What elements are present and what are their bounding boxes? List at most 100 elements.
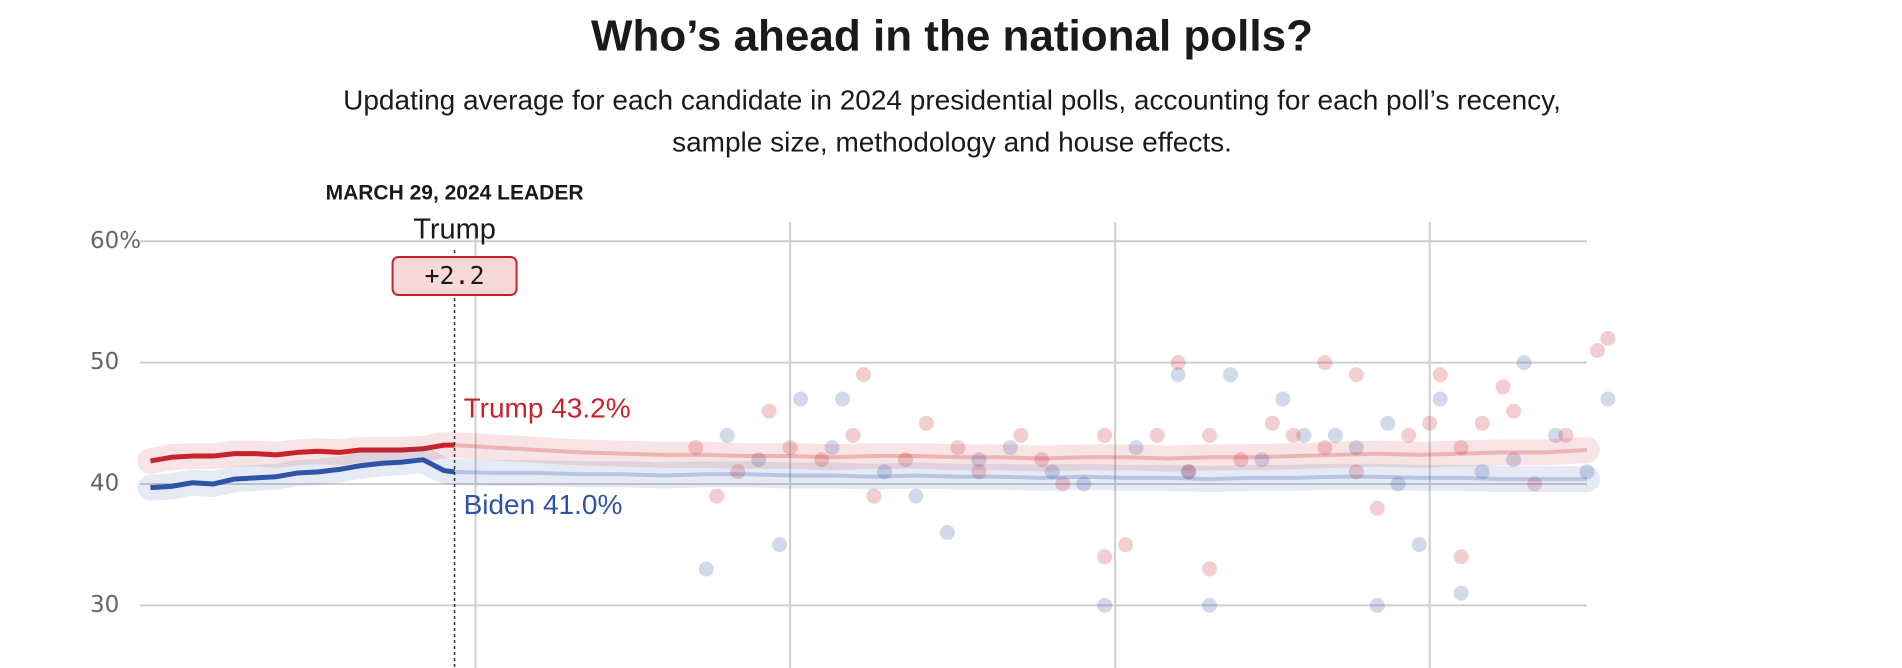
poll-dot bbox=[939, 525, 955, 541]
poll-dot bbox=[1474, 415, 1490, 431]
poll-dot bbox=[1317, 355, 1333, 371]
poll-dot bbox=[897, 452, 913, 468]
poll-dot bbox=[1002, 440, 1018, 456]
poll-dot bbox=[1275, 391, 1291, 407]
poll-dot bbox=[1202, 597, 1218, 613]
poll-dot bbox=[730, 464, 746, 480]
poll-dot bbox=[908, 488, 924, 504]
average-line bbox=[150, 442, 455, 464]
poll-dot bbox=[1149, 427, 1165, 443]
average-line-faded bbox=[454, 469, 1587, 482]
poll-dot bbox=[1097, 549, 1113, 565]
poll-dot bbox=[1411, 537, 1427, 553]
leader-margin-box bbox=[391, 256, 518, 296]
poll-dot bbox=[866, 488, 882, 504]
poll-dot bbox=[719, 427, 735, 443]
poll-dot bbox=[1128, 440, 1144, 456]
poll-dot bbox=[1369, 597, 1385, 613]
poll-dot bbox=[824, 440, 840, 456]
poll-dot bbox=[1506, 452, 1522, 468]
poll-dot bbox=[1170, 367, 1186, 383]
y-tick-label: 60% bbox=[90, 228, 141, 254]
poll-dot bbox=[1369, 500, 1385, 516]
poll-dot bbox=[688, 440, 704, 456]
poll-dot bbox=[1401, 427, 1417, 443]
poll-dot bbox=[1432, 367, 1448, 383]
poll-dot bbox=[1254, 452, 1270, 468]
poll-dot bbox=[1579, 464, 1595, 480]
poll-dot bbox=[1034, 452, 1050, 468]
poll-dot bbox=[772, 537, 788, 553]
poll-dot bbox=[1055, 476, 1071, 492]
poll-dot bbox=[918, 415, 934, 431]
poll-dot bbox=[971, 464, 987, 480]
poll-dot bbox=[1453, 440, 1469, 456]
poll-dot bbox=[1453, 549, 1469, 565]
poll-dot bbox=[1170, 355, 1186, 371]
poll-dot bbox=[1390, 476, 1406, 492]
poll-dot bbox=[1527, 476, 1543, 492]
chart-subtitle: Updating average for each candidate in 2… bbox=[343, 84, 1561, 115]
poll-dot bbox=[1548, 427, 1564, 443]
poll-dot bbox=[1422, 415, 1438, 431]
end-label: Biden 41.0% bbox=[464, 489, 623, 520]
poll-dot bbox=[1013, 427, 1029, 443]
poll-dot bbox=[1506, 403, 1522, 419]
poll-dot bbox=[876, 464, 892, 480]
poll-dot bbox=[1348, 367, 1364, 383]
poll-dot bbox=[1202, 427, 1218, 443]
poll-dot bbox=[1495, 379, 1511, 395]
poll-dot bbox=[1233, 452, 1249, 468]
poll-dot bbox=[971, 452, 987, 468]
poll-dot bbox=[814, 452, 830, 468]
chart-title: Who’s ahead in the national polls? bbox=[591, 12, 1313, 61]
chart-subtitle: sample size, methodology and house effec… bbox=[672, 126, 1232, 157]
poll-dot bbox=[698, 561, 714, 577]
poll-dot bbox=[1202, 561, 1218, 577]
y-tick-label: 40 bbox=[90, 470, 119, 496]
poll-dot bbox=[1348, 440, 1364, 456]
poll-dot bbox=[1380, 415, 1396, 431]
poll-dot bbox=[793, 391, 809, 407]
end-label: Trump 43.2% bbox=[464, 393, 631, 424]
poll-dot bbox=[1044, 464, 1060, 480]
poll-dot bbox=[845, 427, 861, 443]
poll-dot bbox=[761, 403, 777, 419]
average-line bbox=[150, 457, 455, 491]
average-line-faded bbox=[454, 443, 1588, 461]
poll-dot bbox=[1327, 427, 1343, 443]
poll-dot bbox=[856, 367, 871, 383]
poll-dot bbox=[1181, 464, 1197, 480]
poll-dot bbox=[1516, 355, 1532, 371]
plot-area: 60% 50 40 30 Trump 43.2% Biden 41.0% MARCH 29,… bbox=[90, 182, 1616, 668]
poll-dot bbox=[1285, 427, 1301, 443]
poll-dot bbox=[1097, 427, 1113, 443]
poll-dot bbox=[1474, 464, 1490, 480]
poll-dot bbox=[1348, 464, 1364, 480]
leader-margin: +2.2 bbox=[424, 261, 484, 290]
poll-dot bbox=[1222, 367, 1238, 383]
leader-name: Trump bbox=[413, 214, 496, 246]
poll-dot bbox=[1264, 415, 1280, 431]
poll-dot bbox=[751, 452, 767, 468]
poll-dot bbox=[1097, 597, 1113, 613]
poll-dot bbox=[950, 440, 966, 456]
poll-dot bbox=[1600, 391, 1616, 407]
poll-dot bbox=[782, 440, 798, 456]
poll-dot bbox=[1600, 330, 1616, 346]
poll-dot bbox=[1076, 476, 1092, 492]
poll-dot bbox=[835, 391, 851, 407]
poll-dot bbox=[1432, 391, 1448, 407]
poll-dot bbox=[1589, 342, 1605, 358]
poll-dot bbox=[1453, 585, 1469, 601]
poll-dot bbox=[1296, 427, 1312, 443]
poll-dot bbox=[1118, 537, 1134, 553]
leader-title: MARCH 29, 2024 LEADER bbox=[326, 182, 584, 205]
poll-dot bbox=[1558, 427, 1574, 443]
poll-dot bbox=[1181, 464, 1197, 480]
poll-dot bbox=[1317, 440, 1333, 456]
y-tick-label: 50 bbox=[90, 349, 119, 375]
poll-dot bbox=[709, 488, 725, 504]
y-tick-label: 30 bbox=[90, 592, 119, 618]
